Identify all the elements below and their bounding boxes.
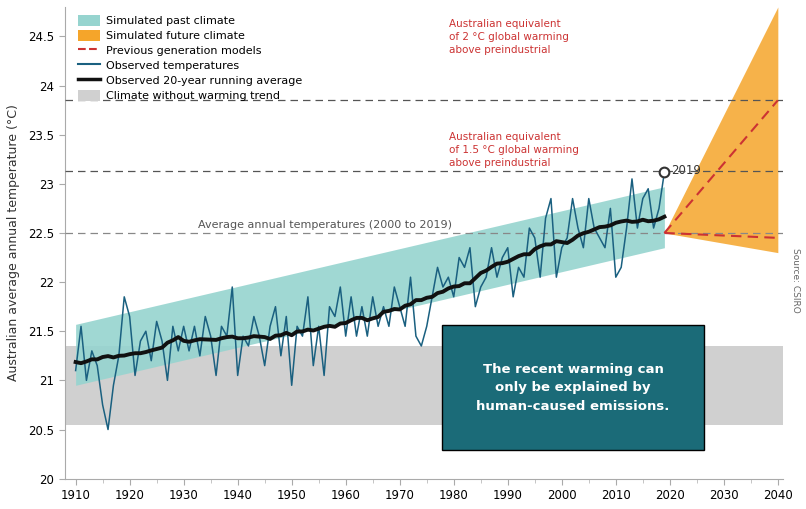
Legend: Simulated past climate, Simulated future climate, Previous generation models, Ob: Simulated past climate, Simulated future… (77, 15, 303, 101)
FancyBboxPatch shape (442, 325, 704, 450)
Text: Source: CSIRO: Source: CSIRO (791, 247, 800, 313)
Text: 2019: 2019 (671, 163, 701, 177)
Text: Australian equivalent
of 1.5 °C global warming
above preindustrial: Australian equivalent of 1.5 °C global w… (449, 132, 579, 168)
Y-axis label: Australian average annual temperature (°C): Australian average annual temperature (°… (7, 104, 20, 381)
Text: The recent warming can
only be explained by
human-caused emissions.: The recent warming can only be explained… (476, 363, 670, 413)
Text: Average annual temperatures (2000 to 2019): Average annual temperatures (2000 to 201… (197, 220, 451, 230)
Text: Australian equivalent
of 2 °C global warming
above preindustrial: Australian equivalent of 2 °C global war… (449, 19, 569, 55)
